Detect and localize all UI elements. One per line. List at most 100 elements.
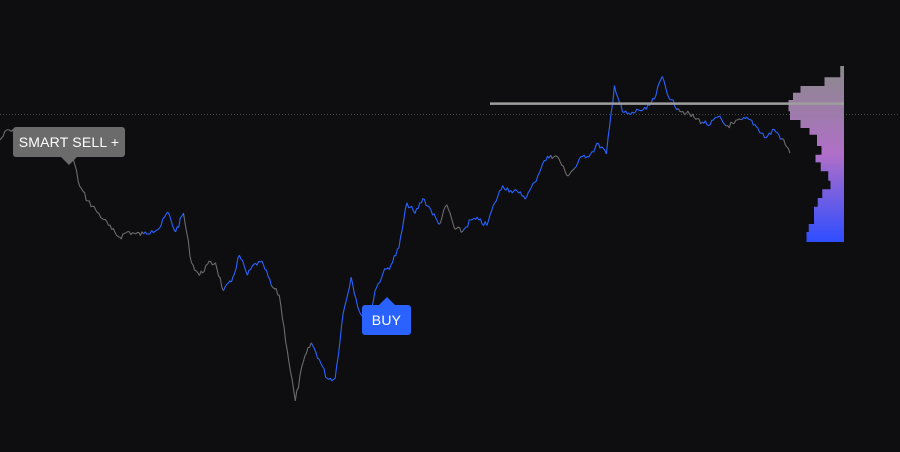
price-line-segment: [693, 117, 703, 125]
price-line-segment: [438, 204, 448, 225]
price-line-segment: [582, 153, 591, 159]
price-line-segment: [167, 211, 177, 233]
price-line-segment: [318, 358, 328, 379]
price-line-segment: [629, 108, 639, 116]
price-line-segment: [677, 108, 687, 116]
price-line-segment: [278, 295, 288, 351]
volume-profile: [788, 66, 844, 242]
price-line-segment: [95, 209, 105, 221]
price-line-segment: [749, 119, 759, 129]
volume-profile-bar: [789, 99, 845, 101]
price-line-segment: [326, 377, 336, 382]
price-line-segment: [773, 128, 783, 140]
volume-profile-bar: [825, 76, 845, 78]
smart-sell-label: SMART SELL +: [13, 127, 125, 157]
volume-profile-bar: [814, 214, 844, 216]
price-line-segment: [566, 168, 575, 177]
price-line-segment: [143, 230, 153, 235]
price-line-segment: [374, 273, 384, 292]
price-line-segment: [486, 202, 496, 226]
price-line-segment: [717, 115, 727, 127]
price-line-segment: [741, 116, 751, 121]
price-line-segment: [574, 155, 583, 169]
price-line-segment: [350, 277, 360, 311]
volume-profile-bar: [821, 161, 844, 163]
volume-profile-bar: [822, 188, 844, 190]
price-line-segment: [605, 85, 615, 155]
price-line-segment: [382, 264, 392, 274]
price-line-segment: [622, 110, 631, 116]
volume-profile-bar: [816, 154, 845, 156]
price-line-segment: [462, 219, 471, 232]
price-line-segment: [206, 260, 216, 266]
price-line-segment: [222, 280, 232, 292]
price-line-segment: [406, 202, 416, 214]
volume-profile-bar: [809, 223, 844, 225]
price-line-segment: [597, 143, 607, 155]
price-line-segment: [151, 227, 160, 234]
price-line-segment: [661, 76, 671, 101]
price-line-segment: [765, 128, 775, 139]
price-line-segment: [502, 185, 512, 193]
volume-profile-bar: [801, 85, 845, 87]
price-line-segment: [534, 163, 544, 183]
price-line-segment: [79, 186, 88, 202]
price-line-segment: [414, 198, 424, 214]
price-line-segment: [0, 129, 9, 141]
price-line-segment: [214, 262, 224, 292]
volume-profile-bar: [793, 92, 844, 94]
price-line-segment: [422, 197, 432, 211]
price-line-segment: [119, 231, 128, 240]
price-line-segment: [494, 185, 504, 204]
price-line-segment: [127, 231, 136, 236]
price-line-segment: [302, 342, 312, 363]
price-line-segment: [510, 189, 520, 194]
price-line-segment: [254, 260, 264, 266]
price-line-segment: [238, 254, 248, 276]
price-line-segment: [182, 213, 193, 263]
price-line-segment: [135, 231, 145, 237]
volume-profile-bar: [801, 119, 845, 121]
volume-profile-bar: [790, 110, 844, 112]
price-line-segment: [685, 110, 695, 118]
price-line-segment: [613, 85, 623, 113]
price-line-segment: [342, 277, 352, 314]
volume-profile-bar: [817, 134, 844, 136]
price-line-segment: [246, 262, 256, 276]
price-line-segment: [733, 118, 743, 124]
price-line-segment: [230, 254, 240, 283]
price-line-segment: [757, 128, 767, 139]
price-line-segment: [653, 76, 663, 100]
volume-profile-bar: [822, 145, 845, 147]
price-line-segment: [558, 157, 568, 176]
price-line-segment: [701, 120, 711, 127]
price-line-segment: [590, 142, 599, 155]
volume-profile-bar: [840, 65, 844, 67]
volume-profile-bar: [831, 180, 845, 182]
price-line-segment: [286, 350, 296, 401]
price-line-segment: [726, 121, 735, 129]
price-line-segment: [454, 226, 464, 233]
price-line-segment: [550, 154, 559, 160]
price-line-segment: [262, 264, 272, 286]
price-line-segment: [294, 361, 304, 401]
price-line-segment: [638, 106, 647, 112]
price-line-segment: [518, 191, 528, 200]
price-line-segment: [270, 285, 280, 296]
buy-signal-label: BUY: [362, 305, 411, 335]
price-line-segment: [87, 200, 97, 211]
price-line-segment: [198, 263, 208, 276]
price-line-segment: [526, 181, 535, 197]
volume-profile-bar: [814, 206, 844, 208]
price-line-segment: [159, 211, 169, 229]
price-line-segment: [334, 313, 344, 379]
volume-profile-bar: [807, 231, 845, 233]
price-line-segment: [390, 247, 400, 266]
volume-profile-bar: [818, 197, 844, 199]
price-line-segment: [111, 227, 120, 238]
price-line-segment: [446, 204, 456, 230]
price-line-segment: [478, 218, 488, 227]
price-line-segment: [175, 212, 185, 233]
